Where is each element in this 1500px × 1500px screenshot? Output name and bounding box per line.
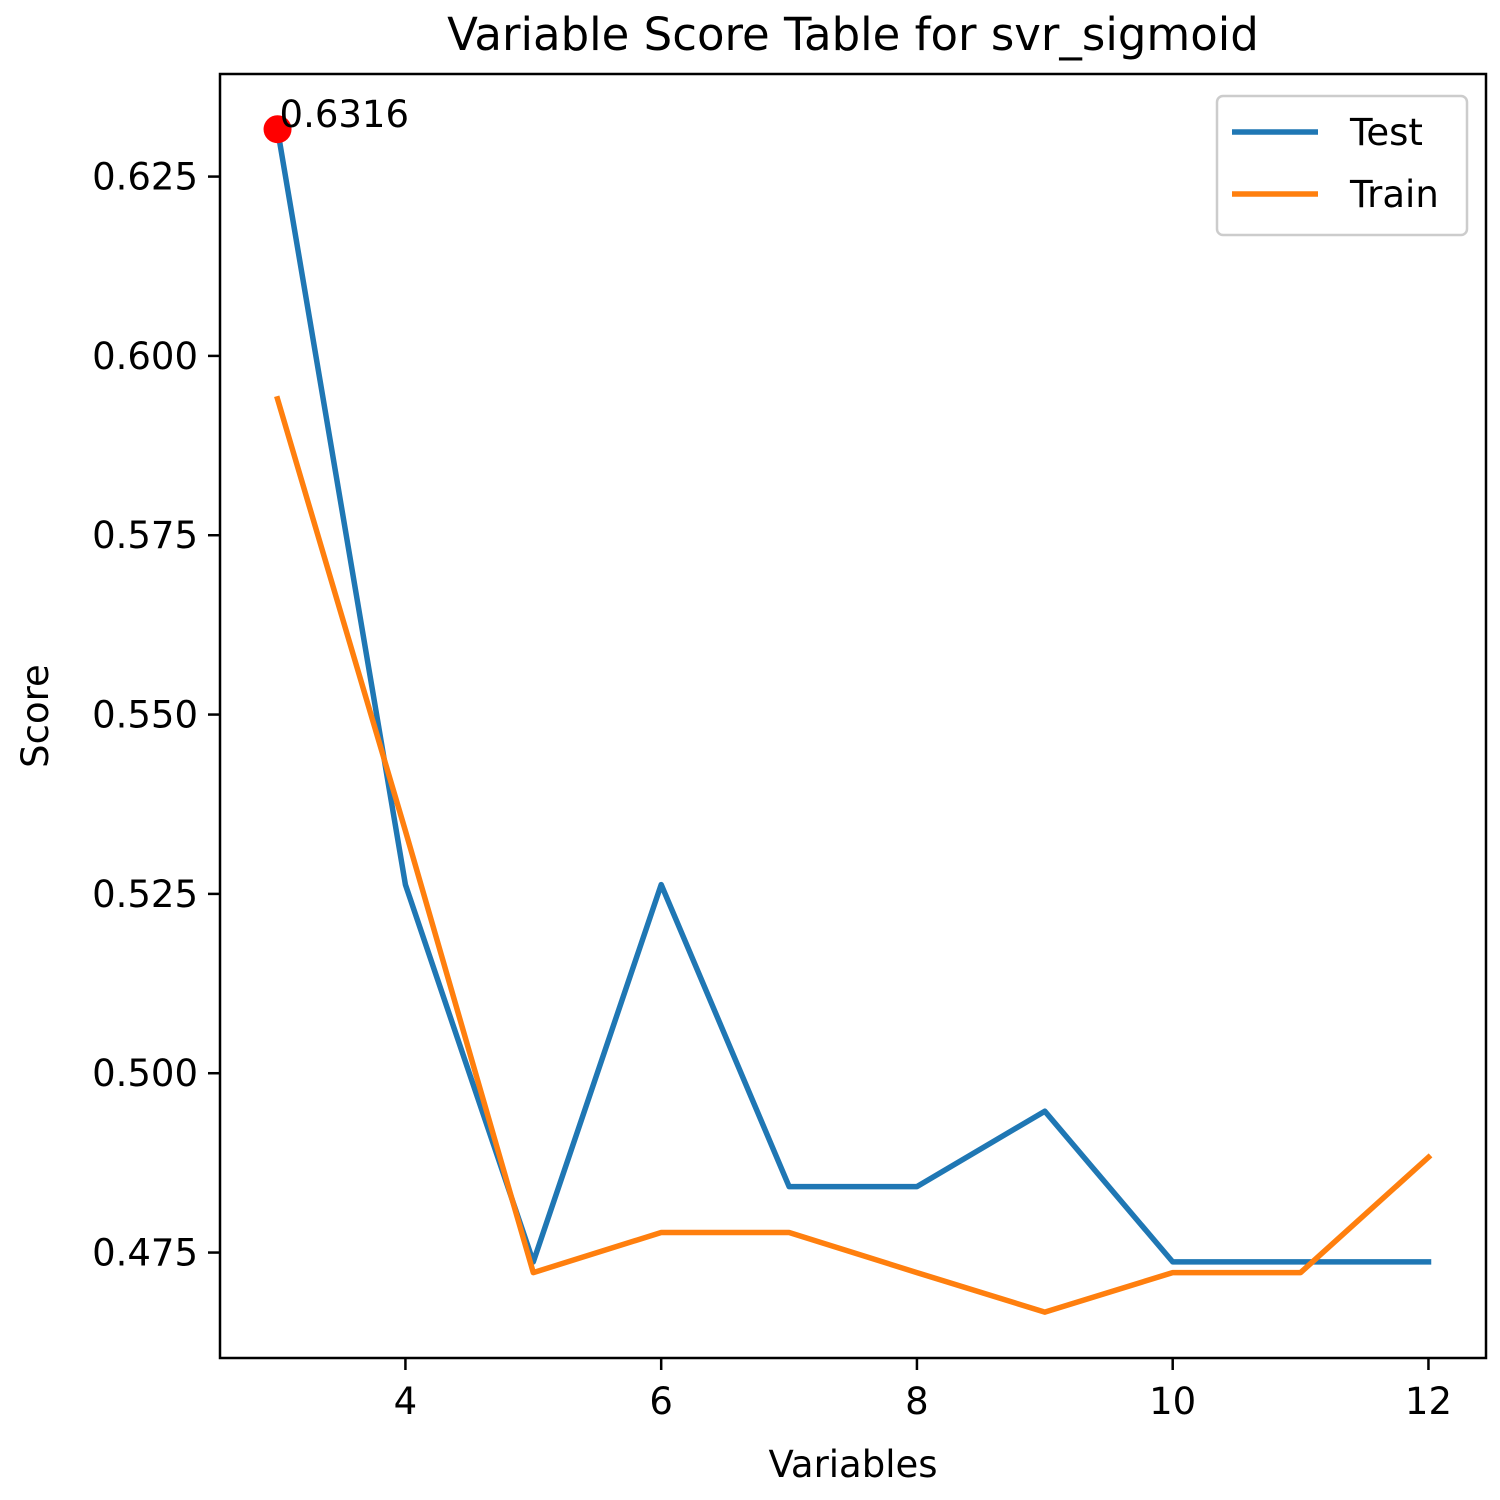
chart-title: Variable Score Table for svr_sigmoid	[447, 8, 1259, 61]
x-tick-label: 8	[905, 1380, 929, 1423]
y-tick-label: 0.625	[92, 156, 198, 199]
plot-frame	[218, 72, 1488, 1360]
x-tick-label: 4	[394, 1380, 418, 1423]
x-axis-label: Variables	[768, 1443, 937, 1486]
x-tick-label: 6	[649, 1380, 673, 1423]
legend-label-train: Train	[1349, 173, 1439, 216]
legend: Test Train	[1215, 94, 1469, 237]
y-tick-label: 0.525	[92, 873, 198, 916]
series-line-test	[274, 126, 1432, 1265]
y-tick-label: 0.600	[92, 335, 198, 378]
y-tick-label: 0.575	[92, 514, 198, 557]
x-tick-label: 10	[1149, 1380, 1196, 1423]
max-point-marker	[263, 115, 292, 144]
x-tick-label: 12	[1405, 1380, 1452, 1423]
max-point-label: 0.6316	[280, 93, 409, 136]
y-tick-label: 0.475	[92, 1232, 198, 1275]
y-axis-label: Score	[14, 664, 57, 768]
y-tick-label: 0.550	[92, 694, 198, 737]
y-tick-label: 0.500	[92, 1052, 198, 1095]
series-line-train	[274, 395, 1433, 1315]
legend-label-test: Test	[1349, 111, 1423, 154]
